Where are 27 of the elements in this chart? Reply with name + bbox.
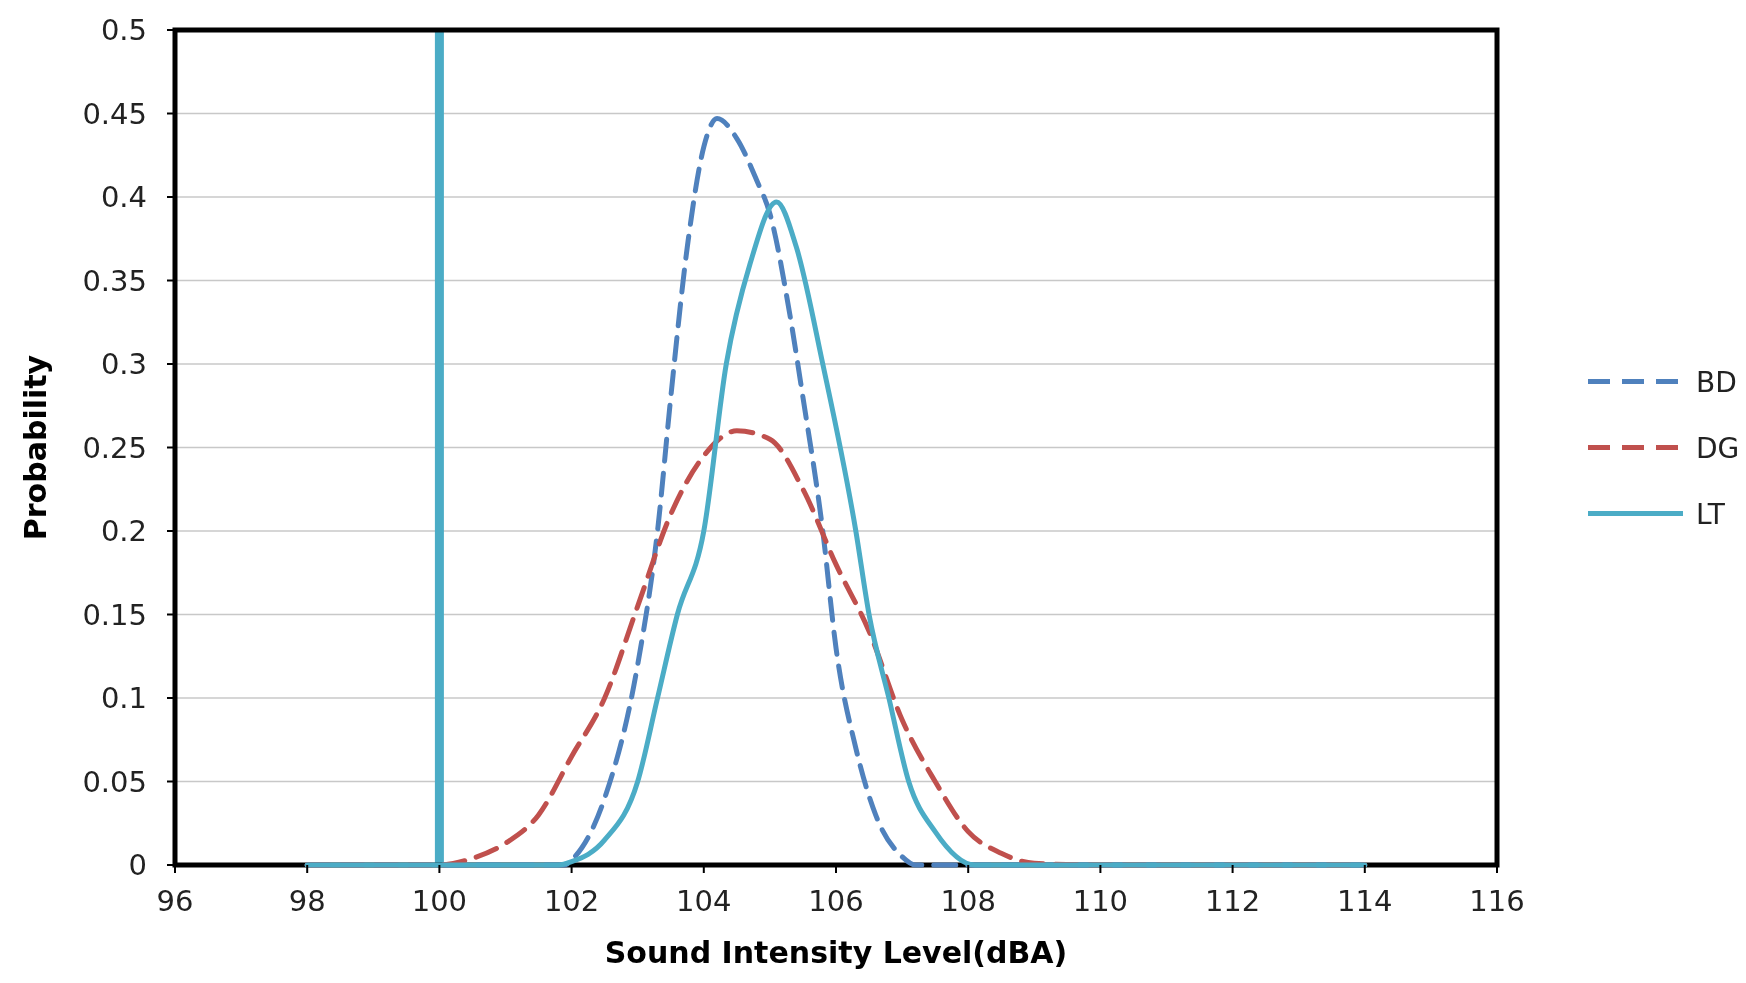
legend-label: BD bbox=[1696, 365, 1737, 399]
y-tick-label: 0.3 bbox=[100, 347, 147, 381]
legend-label: LT bbox=[1696, 497, 1726, 531]
y-tick-label: 0.35 bbox=[82, 263, 147, 298]
y-tick-label: 0 bbox=[128, 848, 147, 882]
x-tick-label: 100 bbox=[411, 884, 468, 918]
y-tick-label: 0.25 bbox=[82, 430, 147, 465]
x-tick-label: 104 bbox=[676, 884, 732, 918]
x-tick-label: 114 bbox=[1337, 884, 1393, 918]
x-axis-title: Sound Intensity Level(dBA) bbox=[604, 935, 1068, 970]
x-tick-label: 116 bbox=[1469, 884, 1525, 918]
y-tick-label: 0.15 bbox=[82, 597, 147, 632]
y-tick-label: 0.1 bbox=[100, 681, 147, 715]
y-tick-label: 0.5 bbox=[100, 13, 147, 47]
x-tick-label: 110 bbox=[1072, 884, 1129, 918]
y-tick-label: 0.2 bbox=[100, 514, 147, 548]
x-tick-label: 112 bbox=[1204, 884, 1261, 918]
legend-label: DG bbox=[1696, 431, 1740, 465]
x-tick-label: 98 bbox=[288, 884, 326, 918]
x-tick-label: 108 bbox=[940, 884, 996, 918]
x-tick-label: 102 bbox=[543, 884, 600, 918]
x-tick-label: 106 bbox=[808, 884, 864, 918]
y-tick-label: 0.4 bbox=[100, 180, 147, 214]
y-tick-label: 0.05 bbox=[82, 764, 147, 799]
x-tick-label: 96 bbox=[156, 884, 194, 918]
y-tick-label: 0.45 bbox=[82, 96, 147, 131]
y-axis-title: Probability bbox=[18, 354, 53, 541]
